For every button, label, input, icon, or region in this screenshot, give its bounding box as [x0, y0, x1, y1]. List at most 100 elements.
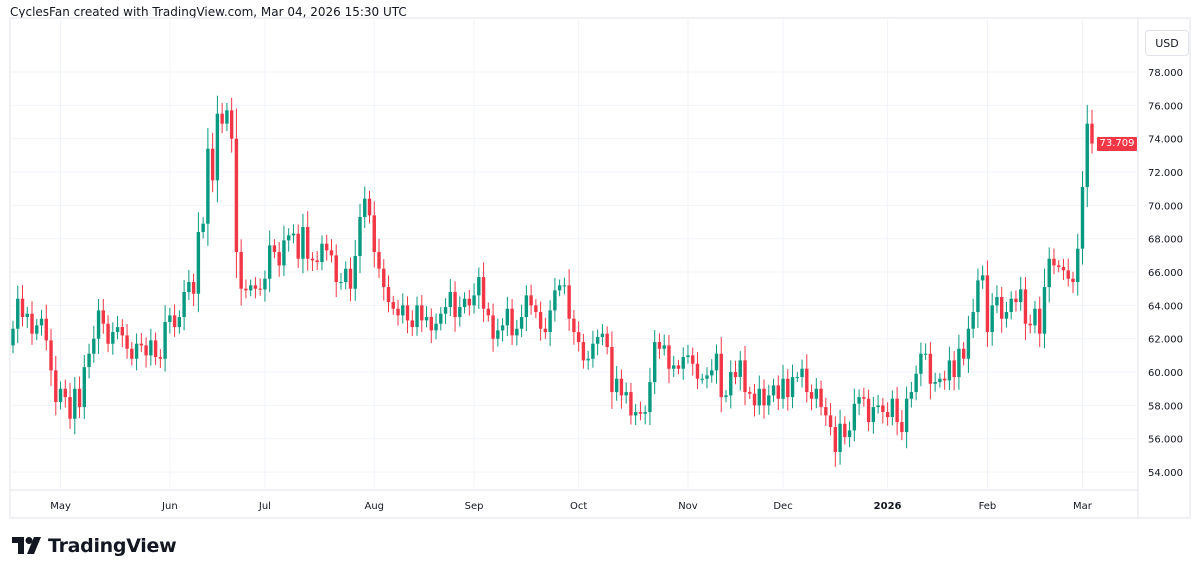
candle	[976, 268, 980, 328]
candle	[234, 108, 239, 279]
candle	[748, 386, 752, 400]
candle	[553, 277, 557, 322]
candle-body	[510, 308, 514, 336]
candle-body	[624, 392, 628, 396]
y-tick-label: 62.000	[1148, 335, 1183, 346]
candle	[16, 285, 20, 343]
candle	[1090, 109, 1094, 154]
candle	[191, 273, 196, 307]
candle-body	[600, 333, 605, 338]
candle	[220, 102, 224, 134]
candle-body	[35, 325, 39, 334]
candle	[1028, 314, 1032, 334]
candle	[900, 409, 904, 441]
candle	[462, 292, 467, 314]
candle-body	[363, 198, 367, 218]
candle	[1047, 247, 1051, 303]
candle-body	[714, 353, 719, 371]
candle	[382, 259, 386, 301]
tradingview-logo[interactable]: TradingView	[12, 535, 177, 557]
candle-body	[833, 427, 838, 453]
candle-body	[448, 292, 453, 308]
candle-body	[344, 268, 348, 283]
candle	[871, 396, 876, 434]
candle-body	[828, 415, 833, 428]
candle-body	[790, 377, 795, 398]
candle	[809, 384, 814, 411]
candle	[215, 95, 220, 203]
candle	[562, 277, 567, 295]
candle	[477, 267, 481, 309]
candle	[572, 310, 576, 345]
candle-body	[239, 252, 243, 289]
candle-body	[358, 217, 362, 257]
candle-body	[610, 347, 614, 393]
candle	[1023, 277, 1028, 341]
candle-body	[572, 318, 576, 333]
candle	[942, 370, 947, 390]
candle-body	[491, 315, 495, 339]
candle	[1061, 258, 1066, 280]
candle	[595, 329, 600, 356]
candle-body	[614, 378, 619, 393]
y-tick-label: 54.000	[1148, 468, 1183, 479]
candle-body	[885, 412, 890, 418]
candle-body	[866, 398, 871, 423]
candle	[980, 265, 985, 289]
candle	[439, 306, 443, 331]
candle-body	[1052, 258, 1056, 266]
candle-body	[353, 256, 357, 289]
candle-body	[144, 345, 148, 356]
candle-body	[301, 227, 305, 259]
currency-button[interactable]: USD	[1145, 30, 1189, 56]
candle-body	[548, 310, 552, 333]
candle-body	[443, 307, 448, 314]
candle	[629, 382, 633, 425]
candle-body	[25, 313, 29, 318]
candle	[652, 330, 657, 395]
candle-body	[11, 328, 15, 346]
candle-body	[477, 277, 481, 296]
candle-body	[415, 305, 419, 328]
candle	[244, 279, 248, 299]
candle-body	[481, 277, 486, 309]
candle-body	[724, 395, 728, 398]
candle	[705, 367, 709, 389]
candle	[681, 347, 685, 380]
candle-body	[767, 395, 771, 406]
candle	[529, 284, 533, 315]
candle	[648, 367, 652, 425]
candle-body	[928, 353, 933, 384]
candle	[633, 403, 638, 425]
candle	[881, 397, 885, 424]
candle	[120, 319, 125, 348]
candle-body	[505, 308, 510, 326]
candle	[971, 298, 975, 338]
candle-body	[391, 302, 395, 309]
candle	[610, 331, 614, 409]
candle	[153, 332, 158, 365]
candle-body	[258, 288, 262, 290]
candle-body	[277, 252, 281, 266]
candle	[581, 333, 586, 369]
candle	[752, 384, 757, 417]
candle	[614, 366, 619, 401]
candle	[700, 373, 704, 384]
candle	[20, 285, 25, 327]
candle-body	[695, 363, 700, 379]
candle-body	[405, 305, 410, 321]
credit-text: CyclesFan created with TradingView.com, …	[10, 5, 407, 19]
candle	[534, 299, 538, 319]
candle	[557, 279, 562, 297]
candle-body	[762, 388, 766, 406]
candle	[415, 296, 419, 336]
candle	[472, 283, 476, 314]
candle-body	[871, 407, 876, 423]
candle-body	[795, 377, 799, 379]
candle	[310, 252, 315, 271]
candle-body	[1009, 298, 1013, 313]
candle-body	[172, 315, 177, 328]
candle-body	[153, 340, 158, 358]
candle	[895, 386, 899, 436]
